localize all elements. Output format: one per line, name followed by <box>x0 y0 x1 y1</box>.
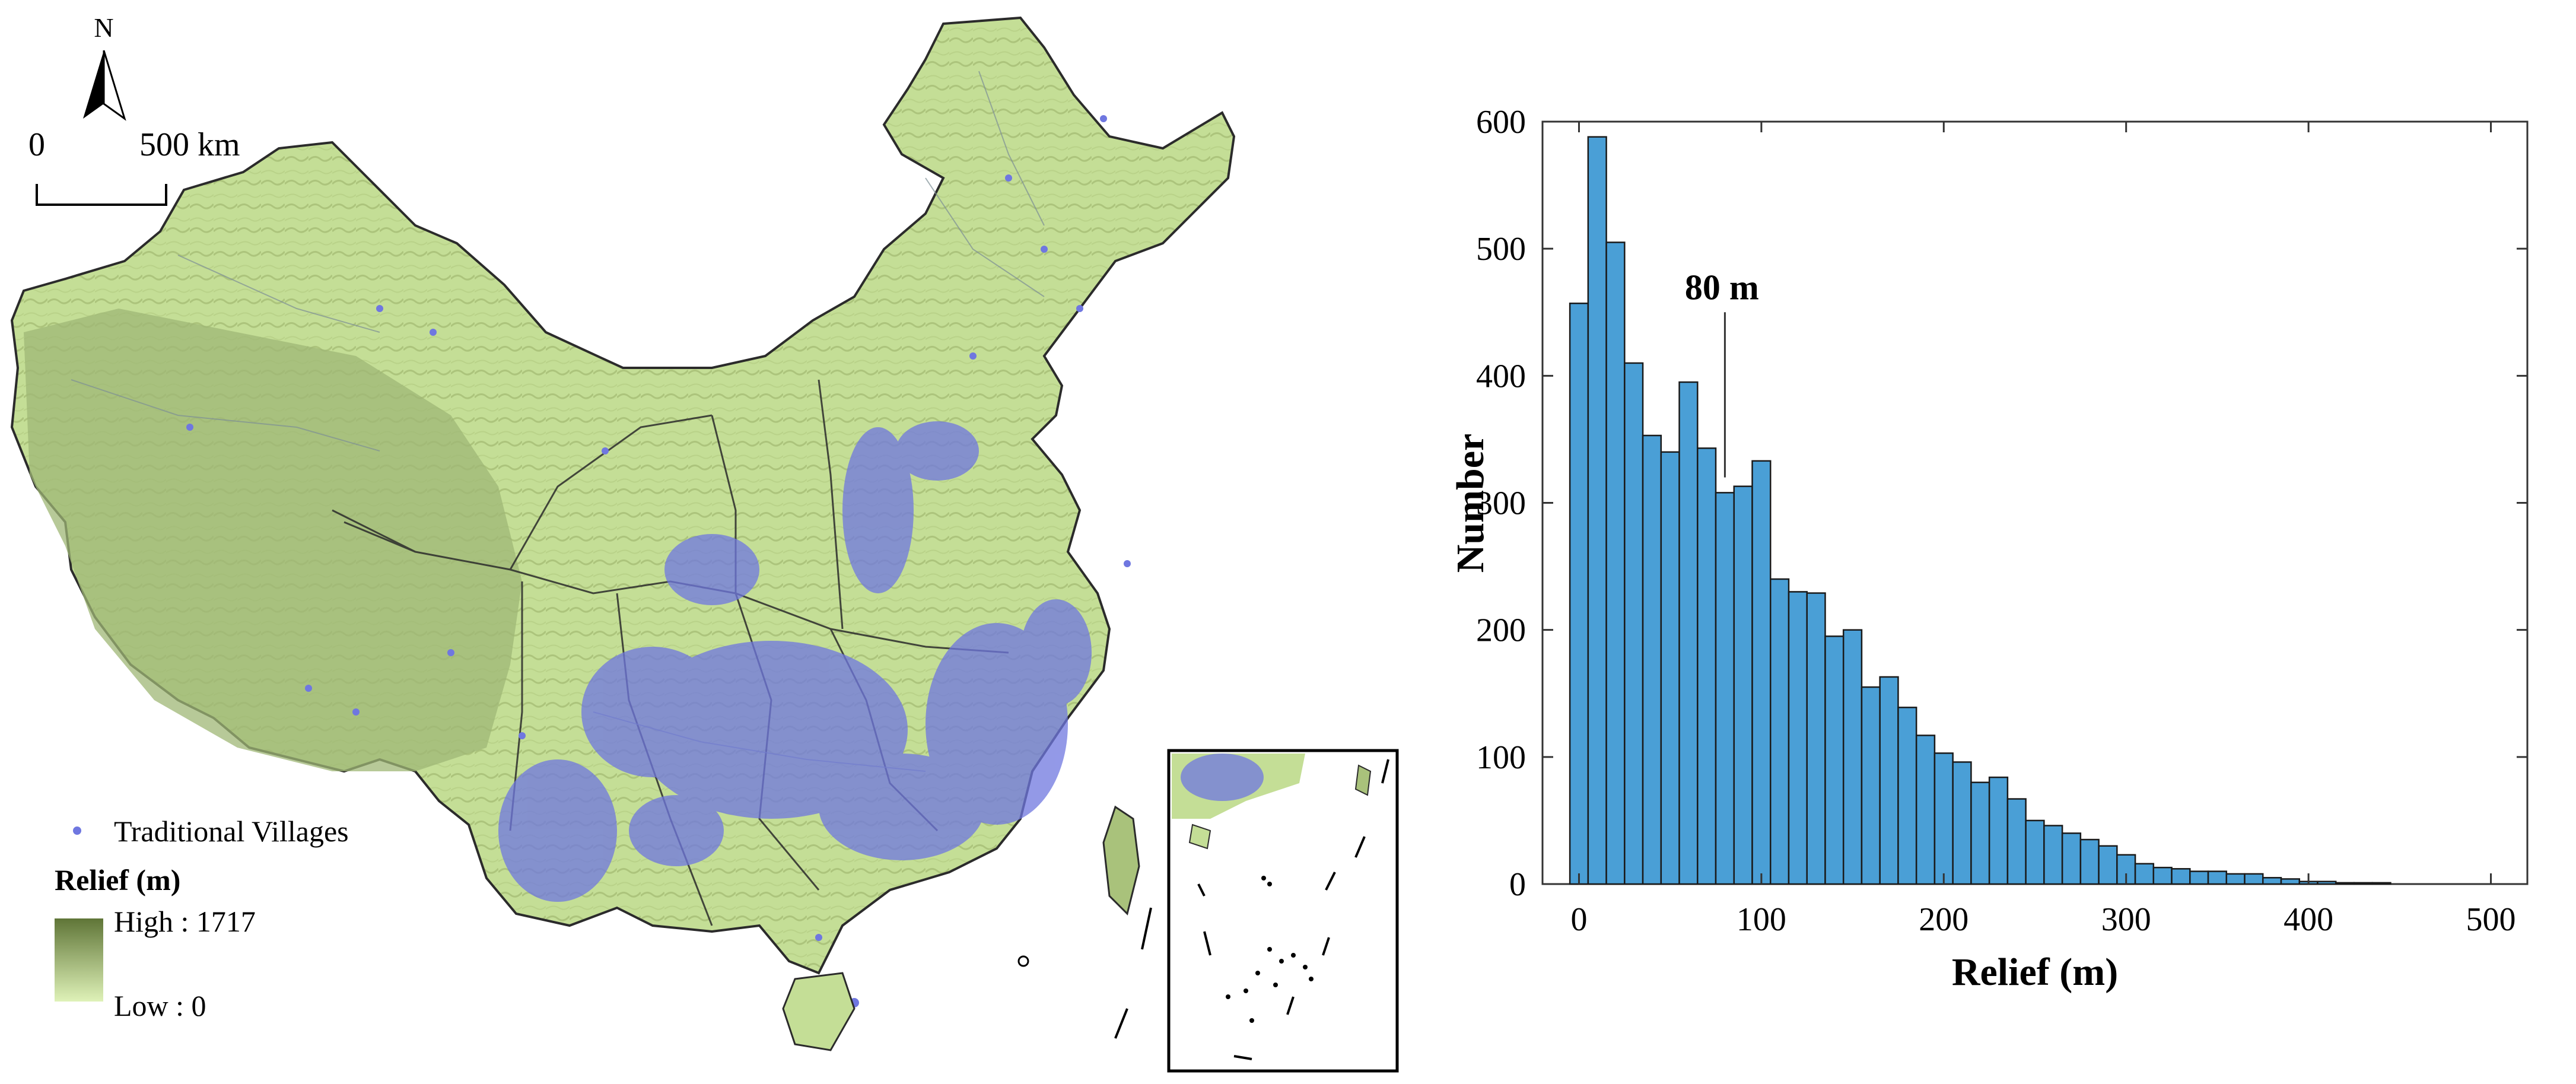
histogram-bar <box>1952 761 1972 885</box>
histogram-bar <box>1678 381 1699 885</box>
histogram-bar <box>1642 434 1662 885</box>
y-ticks-group: 0 100 200 300 400 500 600 <box>1476 104 2527 903</box>
histogram-bar <box>2244 873 2264 885</box>
histogram-bar <box>2152 866 2173 885</box>
y-tick-label: 0 <box>1509 866 1526 903</box>
histogram-bar <box>2025 819 2045 885</box>
histogram-bar <box>2006 798 2027 885</box>
histogram-bar <box>1569 303 1589 885</box>
histogram-bar <box>1806 592 1826 885</box>
annotation-label: 80 m <box>1685 268 1759 307</box>
legend-villages-label: Traditional Villages <box>114 815 349 848</box>
histogram-bar <box>2371 882 2391 885</box>
histogram-bar <box>2079 838 2100 885</box>
scale-bar <box>36 184 167 206</box>
village-dots <box>498 421 1092 902</box>
histogram-bar <box>1879 676 1899 885</box>
histogram-bar <box>1624 362 1644 885</box>
histogram-panel: 0 100 200 300 400 500 600 0 100 200 300 400 500 80 … <box>1382 0 2576 1081</box>
scale-start-label: 0 <box>28 126 45 163</box>
histogram-bar <box>2225 873 2246 885</box>
x-tick-label: 200 <box>1919 901 1968 938</box>
histogram-bar <box>1587 136 1607 885</box>
scattered-village-dots <box>186 115 1131 1025</box>
histogram-bar <box>2189 870 2209 885</box>
histogram-bar <box>1733 485 1753 885</box>
histogram-bar <box>1915 735 1936 885</box>
north-label: N <box>94 12 113 43</box>
histogram-bar <box>2335 882 2355 885</box>
histogram-bar <box>2134 863 2155 885</box>
y-tick-label: 200 <box>1476 612 1526 649</box>
x-tick-label: 400 <box>2284 901 2333 938</box>
histogram-bar <box>1788 591 1808 885</box>
histogram-bar <box>1660 451 1680 885</box>
histogram-bar <box>1770 578 1790 885</box>
legend-low-label: Low : 0 <box>114 989 206 1022</box>
histogram-bar <box>1842 629 1863 885</box>
x-tick-label: 0 <box>1570 901 1587 938</box>
y-tick-label: 400 <box>1476 358 1526 395</box>
y-axis-label: Number <box>1449 434 1492 573</box>
china-relief-map: N 0 500 km Traditional Villages Relief (… <box>10 12 1399 1073</box>
plateau-region <box>24 309 522 771</box>
histogram-bar <box>1697 447 1717 885</box>
histogram-bar <box>1988 776 2009 885</box>
relief-histogram: 0 100 200 300 400 500 600 0 100 200 300 400 500 80 … <box>1449 104 2529 994</box>
y-tick-label: 600 <box>1476 104 1526 141</box>
histogram-bar <box>2098 845 2118 885</box>
histogram-bar <box>1861 686 1881 885</box>
bars-group <box>1569 136 2391 885</box>
histogram-bar <box>1751 460 1772 885</box>
x-axis-label: Relief (m) <box>1952 951 2118 994</box>
x-tick-label: 300 <box>2101 901 2151 938</box>
histogram-bar <box>2353 882 2373 885</box>
histogram-bar <box>2280 878 2300 885</box>
y-tick-label: 100 <box>1476 739 1526 776</box>
histogram-bar <box>2043 825 2063 885</box>
south-china-sea-inset <box>1167 749 1399 1073</box>
histogram-bar <box>1970 781 1990 885</box>
histogram-bar <box>1897 707 1917 885</box>
legend-relief-title: Relief (m) <box>55 863 180 897</box>
y-tick-label: 300 <box>1476 485 1526 522</box>
histogram-bar <box>2171 868 2191 885</box>
histogram-bar <box>1824 635 1844 885</box>
histogram-bar <box>1933 752 1954 885</box>
histogram-bar <box>2262 877 2282 885</box>
scale-end-label: 500 km <box>139 126 240 163</box>
hainan-island <box>782 972 856 1051</box>
x-tick-label: 500 <box>2466 901 2516 938</box>
taiwan-island <box>1102 805 1140 915</box>
village-legend-dot <box>73 826 81 835</box>
relief-color-ramp <box>55 918 103 1002</box>
histogram-bar <box>2207 870 2228 885</box>
x-ticks-group: 0 100 200 300 400 500 <box>1570 122 2516 938</box>
y-tick-label: 500 <box>1476 231 1526 268</box>
x-tick-label: 100 <box>1737 901 1786 938</box>
histogram-bar <box>2061 832 2082 885</box>
north-arrow-icon <box>83 50 126 121</box>
legend-high-label: High : 1717 <box>114 905 256 938</box>
histogram-bar <box>2317 880 2337 885</box>
map-panel: N 0 500 km Traditional Villages Relief (… <box>10 12 1399 1073</box>
histogram-bar <box>1715 492 1735 885</box>
histogram-bar <box>1605 241 1626 885</box>
